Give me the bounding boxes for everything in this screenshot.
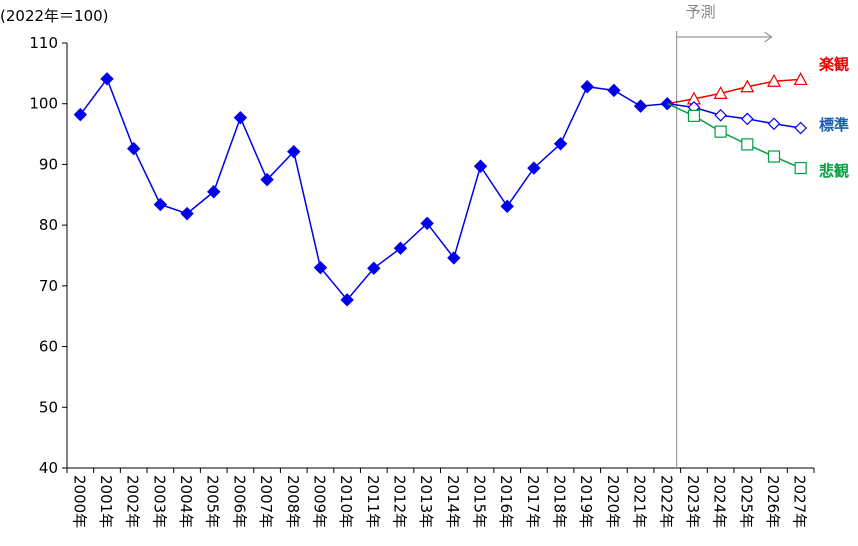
x-tick-label: 2022年 bbox=[657, 475, 675, 528]
data-point bbox=[420, 216, 434, 231]
x-tick-label: 2007年 bbox=[257, 475, 275, 528]
data-point bbox=[553, 137, 568, 151]
x-tick-label: 2001年 bbox=[97, 475, 115, 528]
data-point bbox=[766, 73, 781, 87]
y-tick-label: 80 bbox=[39, 216, 58, 234]
x-tick-label: 2012年 bbox=[390, 475, 408, 528]
y-tick-label: 50 bbox=[39, 398, 58, 416]
x-tick-label: 2004年 bbox=[177, 475, 195, 528]
data-point bbox=[767, 150, 781, 163]
data-point bbox=[767, 117, 781, 131]
series-label: 標準 bbox=[819, 116, 849, 134]
x-tick-label: 2021年 bbox=[631, 475, 649, 528]
x-tick-label: 2010年 bbox=[337, 475, 355, 528]
data-point bbox=[741, 138, 754, 151]
data-point bbox=[126, 141, 141, 156]
unit-label: (2022年＝100) bbox=[0, 7, 109, 25]
data-point bbox=[633, 99, 648, 113]
series-label: 悲観 bbox=[819, 162, 849, 180]
data-point bbox=[260, 172, 274, 187]
axes: 40 50 60 70 80 90 100 110 2000年 2001年 2002年 2003年 20… bbox=[29, 34, 815, 528]
data-point bbox=[100, 72, 114, 86]
x-tick-label: 2005年 bbox=[204, 475, 222, 528]
x-tick-label: 2003年 bbox=[150, 475, 168, 528]
data-point bbox=[500, 199, 514, 214]
data-point bbox=[473, 159, 488, 173]
data-point bbox=[180, 206, 194, 221]
y-tick-label: 110 bbox=[29, 34, 58, 52]
data-point bbox=[740, 112, 754, 126]
x-tick-label: 2000年 bbox=[70, 475, 88, 528]
data-point bbox=[607, 83, 621, 98]
data-point bbox=[367, 261, 381, 275]
x-tick-label: 2016年 bbox=[497, 475, 515, 528]
series-line bbox=[667, 102, 801, 129]
x-tick-label: 2027年 bbox=[791, 475, 809, 528]
y-tick-label: 40 bbox=[39, 459, 58, 477]
data-point bbox=[793, 72, 808, 86]
data-point bbox=[153, 197, 168, 212]
forecast-indicator: 予測 bbox=[676, 3, 773, 468]
x-tick-label: 2019年 bbox=[577, 475, 595, 528]
series-label: 楽観 bbox=[819, 55, 849, 73]
series-1 bbox=[667, 72, 808, 105]
y-tick-label: 100 bbox=[29, 95, 58, 113]
series-3 bbox=[666, 103, 807, 175]
x-tick-label: 2015年 bbox=[471, 475, 489, 528]
y-tick-label: 90 bbox=[39, 155, 58, 173]
data-point bbox=[527, 161, 541, 175]
data-point bbox=[713, 86, 728, 99]
data-point bbox=[287, 144, 301, 159]
data-point bbox=[740, 79, 755, 93]
x-tick-label: 2017年 bbox=[524, 475, 542, 528]
x-tick-label: 2024年 bbox=[711, 475, 729, 528]
data-point bbox=[714, 125, 727, 138]
forecast-label: 予測 bbox=[686, 3, 716, 21]
series-layer bbox=[73, 72, 808, 307]
series-2 bbox=[667, 101, 808, 135]
x-tick-label: 2025年 bbox=[737, 475, 755, 528]
data-point bbox=[687, 109, 701, 122]
series-line bbox=[667, 78, 801, 105]
data-point bbox=[393, 241, 408, 255]
y-tick-label: 70 bbox=[39, 277, 58, 295]
x-tick-label: 2008年 bbox=[284, 475, 302, 528]
x-tick-label: 2002年 bbox=[124, 475, 142, 528]
series-0 bbox=[73, 72, 674, 307]
data-point bbox=[313, 260, 328, 275]
data-point bbox=[340, 293, 354, 307]
x-tick-label: 2014年 bbox=[444, 475, 462, 528]
x-tick-label: 2009年 bbox=[310, 475, 328, 528]
data-point bbox=[794, 161, 807, 175]
x-tick-label: 2020年 bbox=[604, 475, 622, 528]
y-tick-label: 60 bbox=[39, 338, 58, 356]
series-line bbox=[666, 103, 801, 169]
data-point bbox=[580, 80, 594, 94]
data-point bbox=[73, 107, 88, 122]
x-tick-label: 2011年 bbox=[364, 475, 382, 528]
x-tick-label: 2013年 bbox=[417, 475, 435, 528]
data-point bbox=[714, 108, 727, 122]
x-tick-label: 2018年 bbox=[551, 475, 569, 528]
data-point bbox=[233, 110, 248, 125]
data-point bbox=[794, 121, 808, 135]
x-tick-label: 2023年 bbox=[684, 475, 702, 528]
forecast-arrowhead-icon bbox=[764, 31, 773, 43]
x-tick-label: 2006年 bbox=[230, 475, 248, 528]
data-point bbox=[447, 251, 461, 265]
x-tick-label: 2026年 bbox=[764, 475, 782, 528]
data-point bbox=[207, 185, 221, 199]
